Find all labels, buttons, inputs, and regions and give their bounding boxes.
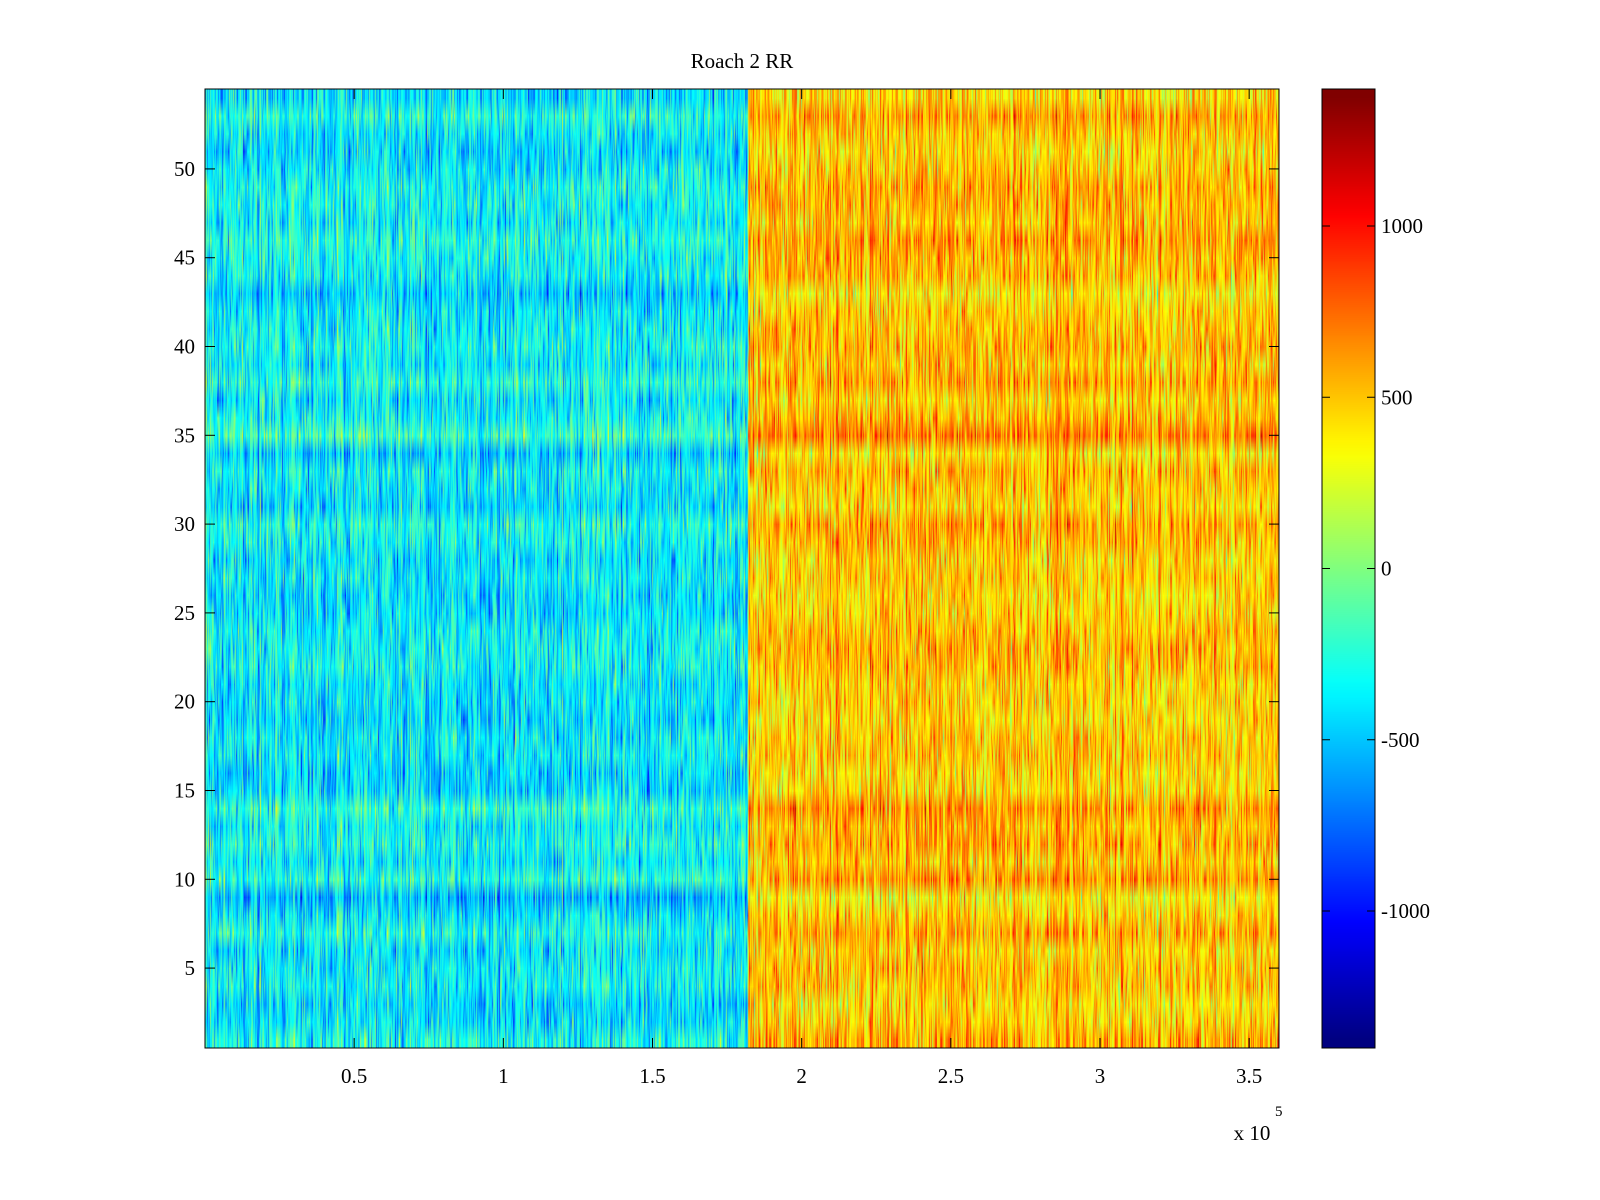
x-tick-label: 2 [796, 1064, 807, 1088]
colorbar-tick-label: 500 [1381, 385, 1413, 409]
x-tick-label: 3 [1095, 1064, 1106, 1088]
y-tick-label: 25 [174, 601, 195, 625]
y-tick-label: 35 [174, 423, 195, 447]
y-tick-label: 15 [174, 778, 195, 802]
y-tick-label: 30 [174, 512, 195, 536]
y-axis-ticks: 5 10 15 20 25 30 35 40 45 50 [174, 157, 1279, 980]
y-tick-label: 20 [174, 690, 195, 714]
x-tick-label: 0.5 [341, 1064, 367, 1088]
chart-title: Roach 2 RR [691, 49, 794, 73]
colorbar [1321, 88, 1376, 1049]
heatmap-image [205, 89, 1279, 1048]
x-tick-label: 3.5 [1236, 1064, 1262, 1088]
x-tick-label: 1 [498, 1064, 509, 1088]
x-axis-multiplier: x 10 [1234, 1121, 1271, 1145]
colorbar-tick-label: -1000 [1381, 899, 1430, 923]
y-tick-label: 50 [174, 157, 195, 181]
x-tick-label: 1.5 [639, 1064, 665, 1088]
colorbar-gradient [1322, 89, 1375, 1048]
colorbar-tick-label: 0 [1381, 557, 1392, 581]
y-tick-label: 40 [174, 335, 195, 359]
y-tick-label: 45 [174, 246, 195, 270]
y-tick-label: 10 [174, 867, 195, 891]
y-tick-label: 5 [185, 956, 196, 980]
x-tick-label: 2.5 [938, 1064, 964, 1088]
colorbar-tick-label: 1000 [1381, 214, 1423, 238]
x-axis-multiplier-base: x 10 [1234, 1121, 1271, 1145]
colorbar-ticks: -1000 -500 0 500 1000 [1322, 214, 1430, 923]
colorbar-tick-label: -500 [1381, 728, 1420, 752]
plot-frame [204, 88, 1280, 1049]
heatmap-plot-area [205, 89, 1279, 1048]
x-axis-ticks: 0.5 1 1.5 2 2.5 3 3.5 [341, 89, 1262, 1088]
x-axis-multiplier-exponent: 5 [1275, 1104, 1283, 1120]
